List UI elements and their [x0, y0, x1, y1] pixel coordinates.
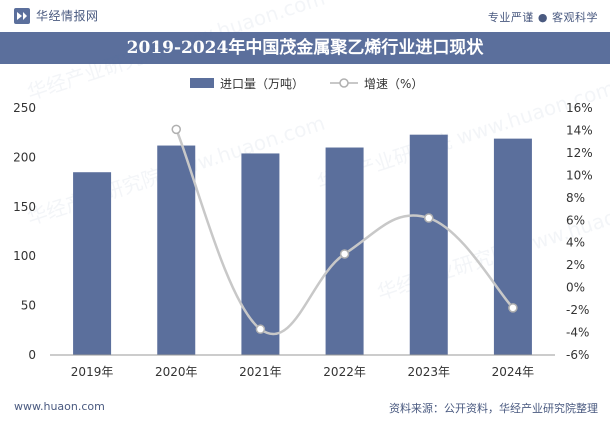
growth-line-series [171, 124, 518, 336]
y-right-tick-label: 10% [566, 168, 593, 182]
top-bar: 华经情报网 专业严谨 ● 客观科学 [0, 0, 610, 32]
growth-point-3[interactable] [339, 249, 350, 259]
legend: 进口量（万吨） 增速（%） [190, 77, 423, 91]
x-tick-label: 2021年 [239, 365, 282, 379]
growth-point-4[interactable] [424, 213, 434, 223]
growth-line [175, 128, 514, 336]
footer-url[interactable]: www.huaon.com [14, 400, 105, 413]
growth-point-2[interactable] [255, 324, 266, 334]
y-right-tick-label: 8% [566, 191, 585, 205]
y-right-tick-label: -4% [566, 326, 589, 340]
y-left-tick-label: 150 [13, 200, 36, 214]
y-left-tick-label: 50 [21, 299, 36, 313]
bar-2[interactable] [157, 145, 196, 355]
y-right-tick-label: 2% [566, 258, 585, 272]
brand[interactable]: 华经情报网 [14, 7, 99, 24]
bar-6[interactable] [493, 138, 532, 355]
legend-bar-label: 进口量（万吨） [220, 77, 304, 91]
legend-line-marker [339, 78, 349, 88]
growth-point-5[interactable] [508, 303, 518, 313]
bar-5[interactable] [409, 134, 448, 355]
bar-1[interactable] [73, 172, 112, 355]
y-left-axis: 0 50 100 150 200 250 [13, 101, 36, 362]
x-axis: 2019年 2020年 2021年 2022年 2023年 2024年 [71, 365, 534, 379]
chart-title: 2019-2024年中国茂金属聚乙烯行业进口现状 [0, 32, 610, 64]
y-left-tick-label: 250 [13, 101, 36, 115]
x-tick-label: 2022年 [323, 365, 366, 379]
x-tick-label: 2019年 [71, 365, 114, 379]
legend-bar-swatch [190, 78, 214, 88]
y-right-tick-label: 4% [566, 236, 585, 250]
y-right-tick-label: 12% [566, 146, 593, 160]
growth-point-1[interactable] [171, 124, 181, 135]
x-tick-label: 2023年 [407, 365, 450, 379]
bar-series [73, 134, 532, 355]
brand-logo-icon [14, 7, 30, 24]
y-left-tick-label: 100 [13, 249, 36, 263]
y-right-tick-label: -2% [566, 303, 589, 317]
y-left-tick-label: 200 [13, 150, 36, 164]
slogan: 专业严谨 ● 客观科学 [487, 11, 598, 24]
brand-name: 华经情报网 [36, 9, 99, 23]
y-right-tick-label: -6% [566, 348, 589, 362]
y-right-tick-label: 14% [566, 123, 593, 137]
y-left-tick-label: 0 [28, 348, 36, 362]
bar-3[interactable] [241, 153, 280, 355]
footer-source: 资料来源：公开资料，华经产业研究院整理 [389, 402, 598, 415]
x-tick-label: 2024年 [492, 365, 535, 379]
y-right-tick-label: 0% [566, 281, 585, 295]
x-tick-label: 2020年 [155, 365, 198, 379]
y-right-tick-label: 16% [566, 101, 593, 115]
y-right-tick-label: 6% [566, 213, 585, 227]
y-right-axis: -6% -4% -2% 0% 2% 4% 6% 8% 10% 12% 14% 16% [566, 101, 593, 362]
legend-line-label: 增速（%） [364, 77, 423, 91]
